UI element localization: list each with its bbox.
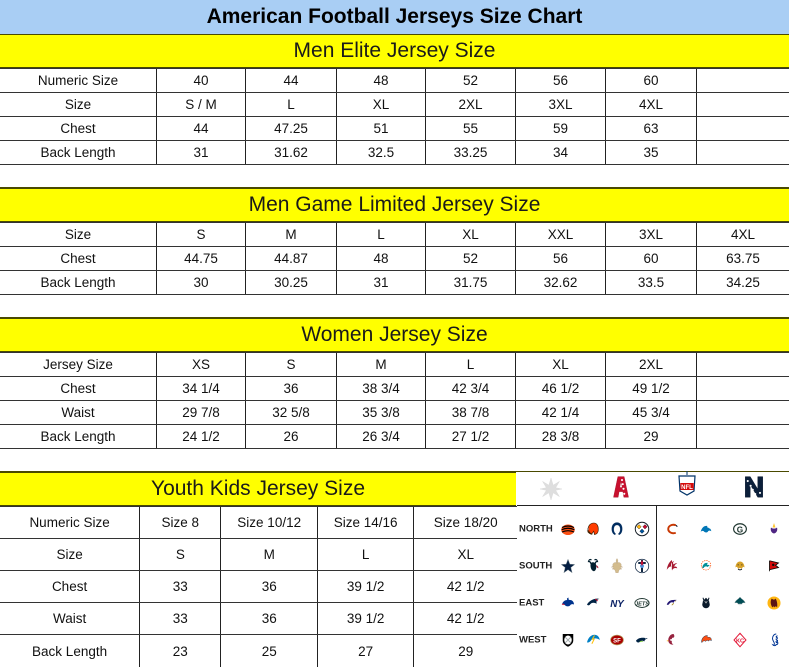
svg-text:NFL: NFL — [681, 485, 693, 491]
svg-text:G: G — [737, 525, 743, 534]
svg-text:JETS: JETS — [635, 601, 649, 607]
svg-text:SF: SF — [613, 639, 621, 645]
svg-text:NY: NY — [611, 599, 626, 610]
svg-text:KC: KC — [736, 638, 744, 644]
